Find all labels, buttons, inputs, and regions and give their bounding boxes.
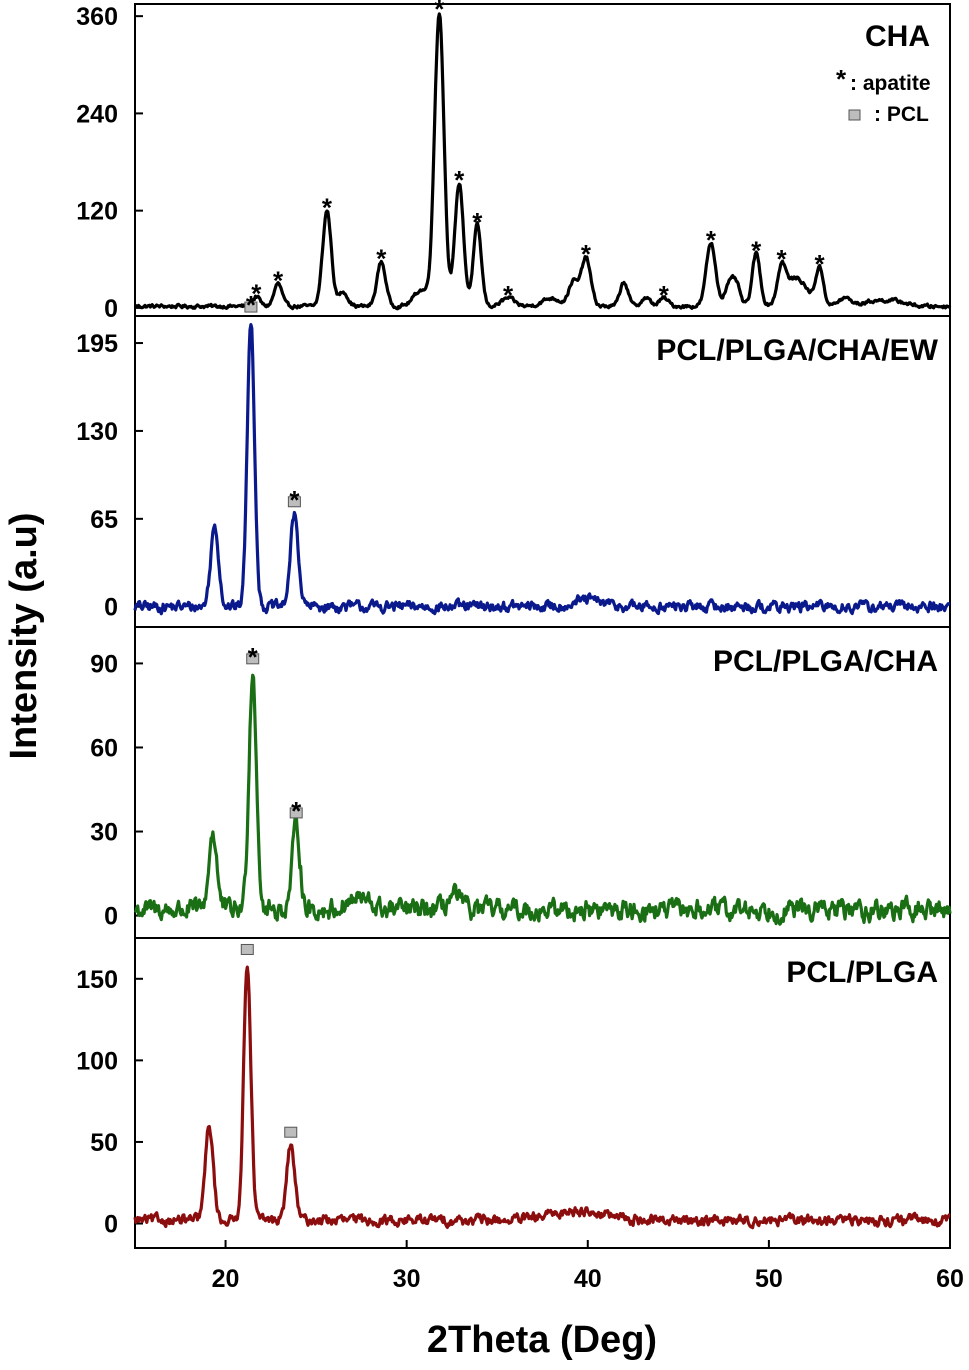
apatite-marker: * <box>251 279 262 309</box>
x-tick-label: 60 <box>936 1265 964 1293</box>
pcl-marker <box>287 496 301 508</box>
apatite-marker: * <box>751 236 762 266</box>
apatite-marker: * <box>322 193 333 223</box>
apatite-marker: * <box>248 642 259 672</box>
panel-2: 0 30 60 90 PCL/PLGA/CHA * * <box>90 626 952 939</box>
panel-frame <box>134 937 951 1249</box>
y-tick-label: 0 <box>104 295 118 323</box>
apatite-marker: * <box>777 244 788 274</box>
apatite-marker: * <box>434 0 445 24</box>
legend-apatite-symbol: * <box>836 64 847 94</box>
apatite-marker: * <box>273 266 284 296</box>
y-tick-label: 100 <box>76 1047 118 1075</box>
pcl-marker <box>289 807 303 819</box>
apatite-marker: * <box>706 225 717 255</box>
x-tick-label: 20 <box>212 1265 240 1293</box>
panel-label: PCL/PLGA/CHA/EW <box>656 334 938 367</box>
panel-3: 0 50 100 150 PCL/PLGA <box>76 937 951 1249</box>
apatite-marker: * <box>659 280 670 310</box>
y-tick-label: 360 <box>76 3 118 31</box>
pcl-marker <box>240 943 254 955</box>
y-tick-label: 195 <box>76 330 118 358</box>
panel-1: 0 65 130 195 PCL/PLGA/CHA/EW * * <box>76 290 951 628</box>
y-tick-label: 30 <box>90 819 118 847</box>
series-line <box>133 673 952 926</box>
pcl-marker <box>284 1126 298 1138</box>
y-tick-label: 0 <box>104 903 118 931</box>
y-tick-label: 130 <box>76 418 118 446</box>
apatite-marker: * <box>289 485 300 515</box>
y-tick-label: 0 <box>104 1211 118 1239</box>
apatite-marker: * <box>246 290 257 320</box>
apatite-marker: * <box>472 207 483 237</box>
legend-apatite-label: : apatite <box>850 72 931 95</box>
apatite-marker: * <box>376 244 387 274</box>
apatite-marker: * <box>503 280 514 310</box>
panel-label: CHA <box>865 20 930 53</box>
apatite-marker: * <box>581 239 592 269</box>
legend-pcl-marker <box>848 109 861 121</box>
pcl-marker <box>244 301 258 313</box>
y-tick-label: 90 <box>90 650 118 678</box>
apatite-marker: * <box>815 249 826 279</box>
pcl-marker <box>246 653 260 665</box>
y-tick-label: 65 <box>90 506 118 534</box>
x-tick-label: 30 <box>393 1265 421 1293</box>
panel-frame <box>134 3 951 317</box>
x-tick-label: 50 <box>755 1265 783 1293</box>
x-axis-title: 2Theta (Deg) <box>427 1319 657 1361</box>
series-line <box>133 12 952 311</box>
y-tick-label: 0 <box>104 594 118 622</box>
y-tick-label: 120 <box>76 198 118 226</box>
panel-label: PCL/PLGA <box>786 956 938 989</box>
apatite-marker: * <box>291 796 302 826</box>
y-tick-label: 150 <box>76 966 118 994</box>
legend-pcl-label: : PCL <box>874 103 929 126</box>
y-tick-label: 50 <box>90 1129 118 1157</box>
apatite-marker: * <box>454 165 465 195</box>
y-tick-label: 240 <box>76 100 118 128</box>
series-line <box>133 323 951 616</box>
x-tick-label: 40 <box>574 1265 602 1293</box>
y-tick-label: 60 <box>90 734 118 762</box>
y-axis-title: Intensity (a.u) <box>3 512 45 759</box>
panel-label: PCL/PLGA/CHA <box>713 645 938 678</box>
series-line <box>133 965 951 1230</box>
legend: * : apatite : PCL <box>836 64 931 126</box>
